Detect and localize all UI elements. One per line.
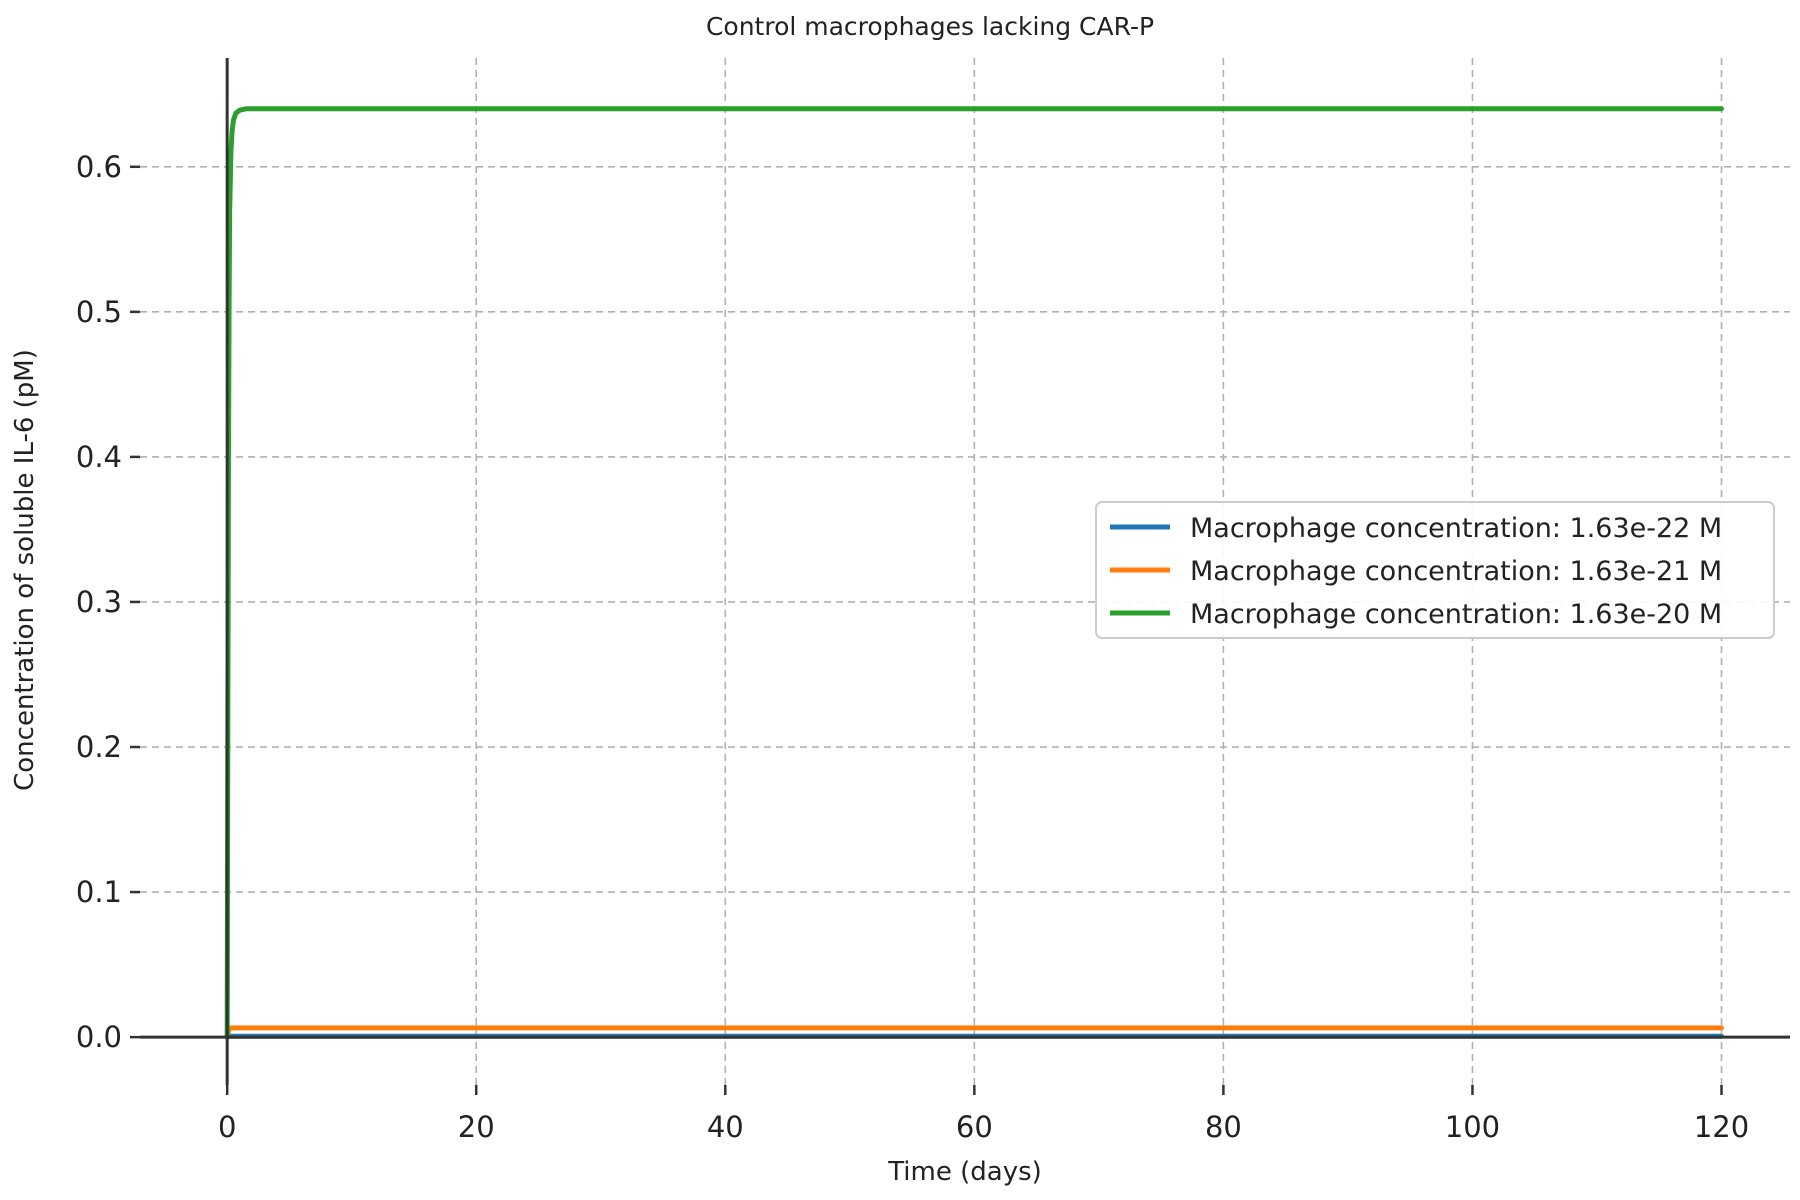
x-tick-label: 100 — [1445, 1110, 1500, 1144]
legend-box — [1095, 501, 1775, 639]
legend-label-1: Macrophage concentration: 1.63e-22 M — [1190, 513, 1722, 544]
chart-title: Control macrophages lacking CAR-P — [706, 12, 1154, 41]
x-tick-label: 80 — [1205, 1110, 1242, 1144]
series-line-2 — [224, 1025, 1725, 1040]
y-tick-label: 0.5 — [76, 295, 122, 329]
y-tick-label: 0.6 — [76, 150, 122, 184]
x-tick-label: 0 — [218, 1110, 236, 1144]
legend: Macrophage concentration: 1.63e-22 M Macr… — [1095, 501, 1775, 639]
tick-labels: 0 20 40 60 80 100 120 0.0 0.1 0.2 0.3 0.4 0.5 0.6 — [76, 150, 1749, 1144]
legend-label-3: Macrophage concentration: 1.63e-20 M — [1190, 599, 1722, 630]
y-axis-label: Concentration of soluble IL-6 (pM) — [10, 349, 40, 791]
y-tick-label: 0.3 — [76, 585, 122, 619]
series-line-3 — [224, 106, 1725, 1040]
y-tick-label: 0.2 — [76, 730, 122, 764]
y-tick-label: 0.1 — [76, 875, 122, 909]
axes — [130, 58, 1790, 1095]
y-tick-label: 0.4 — [76, 440, 122, 474]
x-tick-label: 40 — [707, 1110, 744, 1144]
x-tick-label: 20 — [458, 1110, 495, 1144]
y-tick-label: 0.0 — [76, 1020, 122, 1054]
x-tick-label: 120 — [1694, 1110, 1749, 1144]
x-tick-label: 60 — [956, 1110, 993, 1144]
x-axis-label: Time (days) — [887, 1157, 1042, 1187]
legend-label-2: Macrophage concentration: 1.63e-21 M — [1190, 556, 1722, 587]
